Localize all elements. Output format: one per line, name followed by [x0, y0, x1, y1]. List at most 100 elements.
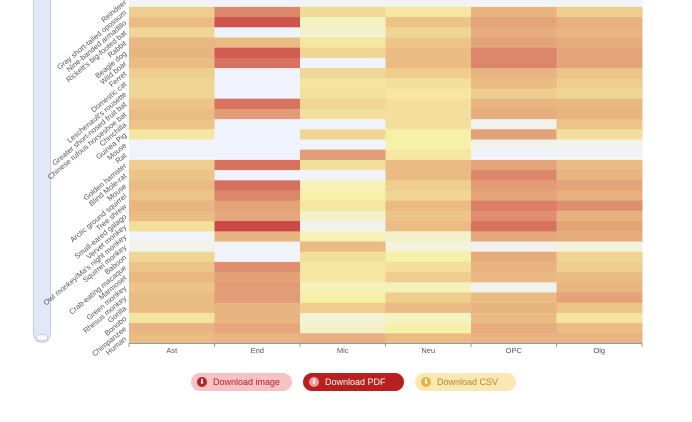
heatmap-cell[interactable] [129, 98, 215, 109]
heatmap-cell[interactable] [214, 322, 301, 334]
heatmap-cell[interactable] [129, 37, 215, 48]
heatmap-cell[interactable] [556, 128, 643, 140]
heatmap-cell[interactable] [471, 149, 557, 160]
heatmap-cell[interactable] [129, 149, 215, 160]
heatmap-cell[interactable] [556, 190, 643, 201]
heatmap-cell[interactable] [129, 0, 215, 7]
heatmap-cell[interactable] [214, 37, 301, 48]
heatmap-cell[interactable] [385, 0, 472, 7]
heatmap-cell[interactable] [385, 6, 472, 18]
heatmap-cell[interactable] [214, 88, 301, 99]
heatmap-cell[interactable] [129, 77, 215, 89]
heatmap-cell[interactable] [556, 302, 643, 313]
heatmap-cell[interactable] [471, 190, 557, 201]
heatmap-cell[interactable] [556, 98, 643, 109]
heatmap-cell[interactable] [556, 241, 643, 252]
heatmap-cell[interactable] [214, 302, 301, 313]
heatmap-cell[interactable] [300, 88, 386, 99]
heatmap-cell[interactable] [385, 190, 472, 201]
heatmap-cell[interactable] [214, 0, 301, 7]
heatmap-cell[interactable] [556, 271, 643, 283]
heatmap-cell[interactable] [300, 251, 386, 262]
heatmap-cell[interactable] [471, 261, 557, 273]
heatmap-cell[interactable] [385, 47, 472, 58]
heatmap-cell[interactable] [385, 322, 472, 334]
heatmap-cell[interactable] [385, 139, 472, 150]
heatmap-cell[interactable] [300, 159, 386, 171]
heatmap-cell[interactable] [300, 16, 386, 28]
heatmap-cell[interactable] [214, 16, 301, 28]
heatmap-cell[interactable] [385, 98, 472, 109]
heatmap-cell[interactable] [385, 169, 472, 181]
heatmap-cell[interactable] [129, 230, 215, 242]
heatmap-cell[interactable] [214, 159, 301, 171]
heatmap-cell[interactable] [385, 302, 472, 313]
heatmap-cell[interactable] [300, 26, 386, 38]
heatmap-cell[interactable] [385, 179, 472, 191]
heatmap-cell[interactable] [385, 292, 472, 303]
heatmap-cell[interactable] [385, 118, 472, 130]
heatmap-cell[interactable] [214, 251, 301, 262]
heatmap-cell[interactable] [129, 57, 215, 69]
heatmap-cell[interactable] [300, 292, 386, 303]
heatmap-cell[interactable] [556, 6, 643, 18]
heatmap-cell[interactable] [385, 220, 472, 232]
heatmap-cell[interactable] [300, 230, 386, 242]
heatmap-cell[interactable] [471, 169, 557, 181]
heatmap-cell[interactable] [471, 241, 557, 252]
heatmap-cell[interactable] [385, 108, 472, 120]
heatmap-cell[interactable] [129, 292, 215, 303]
heatmap-cell[interactable] [471, 312, 557, 324]
heatmap-cell[interactable] [214, 47, 301, 58]
heatmap-cell[interactable] [129, 312, 215, 324]
heatmap-cell[interactable] [214, 210, 301, 222]
heatmap-cell[interactable] [300, 0, 386, 7]
heatmap-cell[interactable] [556, 322, 643, 334]
heatmap-cell[interactable] [129, 200, 215, 211]
heatmap-cell[interactable] [300, 77, 386, 89]
heatmap-cell[interactable] [129, 159, 215, 171]
scrollbar-thumb[interactable] [36, 334, 48, 341]
heatmap-cell[interactable] [214, 108, 301, 120]
heatmap-cell[interactable] [300, 118, 386, 130]
heatmap-cell[interactable] [471, 37, 557, 48]
heatmap-cell[interactable] [556, 47, 643, 58]
heatmap-cell[interactable] [129, 261, 215, 273]
heatmap-cell[interactable] [471, 118, 557, 130]
heatmap-cell[interactable] [300, 312, 386, 324]
heatmap-cell[interactable] [556, 67, 643, 79]
heatmap-cell[interactable] [214, 98, 301, 109]
heatmap-cell[interactable] [214, 220, 301, 232]
heatmap-cell[interactable] [556, 251, 643, 262]
heatmap-cell[interactable] [471, 16, 557, 28]
heatmap-cell[interactable] [471, 302, 557, 313]
heatmap-cell[interactable] [556, 200, 643, 211]
heatmap-cell[interactable] [300, 169, 386, 181]
heatmap-cell[interactable] [471, 230, 557, 242]
heatmap-cell[interactable] [471, 57, 557, 69]
heatmap-cell[interactable] [300, 149, 386, 160]
heatmap-cell[interactable] [129, 190, 215, 201]
heatmap-cell[interactable] [300, 67, 386, 79]
heatmap-cell[interactable] [471, 6, 557, 18]
heatmap-cell[interactable] [300, 37, 386, 48]
heatmap-cell[interactable] [129, 179, 215, 191]
heatmap-cell[interactable] [300, 128, 386, 140]
heatmap-cell[interactable] [471, 210, 557, 222]
heatmap-cell[interactable] [129, 332, 215, 344]
heatmap-cell[interactable] [214, 261, 301, 273]
heatmap-cell[interactable] [556, 312, 643, 324]
heatmap-cell[interactable] [385, 67, 472, 79]
heatmap-cell[interactable] [556, 108, 643, 120]
heatmap-cell[interactable] [556, 230, 643, 242]
heatmap-cell[interactable] [471, 332, 557, 344]
heatmap-cell[interactable] [385, 230, 472, 242]
heatmap-cell[interactable] [385, 210, 472, 222]
heatmap-cell[interactable] [471, 108, 557, 120]
heatmap-cell[interactable] [214, 200, 301, 211]
heatmap-cell[interactable] [471, 88, 557, 99]
heatmap-cell[interactable] [300, 179, 386, 191]
heatmap-cell[interactable] [214, 241, 301, 252]
heatmap-cell[interactable] [471, 179, 557, 191]
heatmap-cell[interactable] [129, 139, 215, 150]
